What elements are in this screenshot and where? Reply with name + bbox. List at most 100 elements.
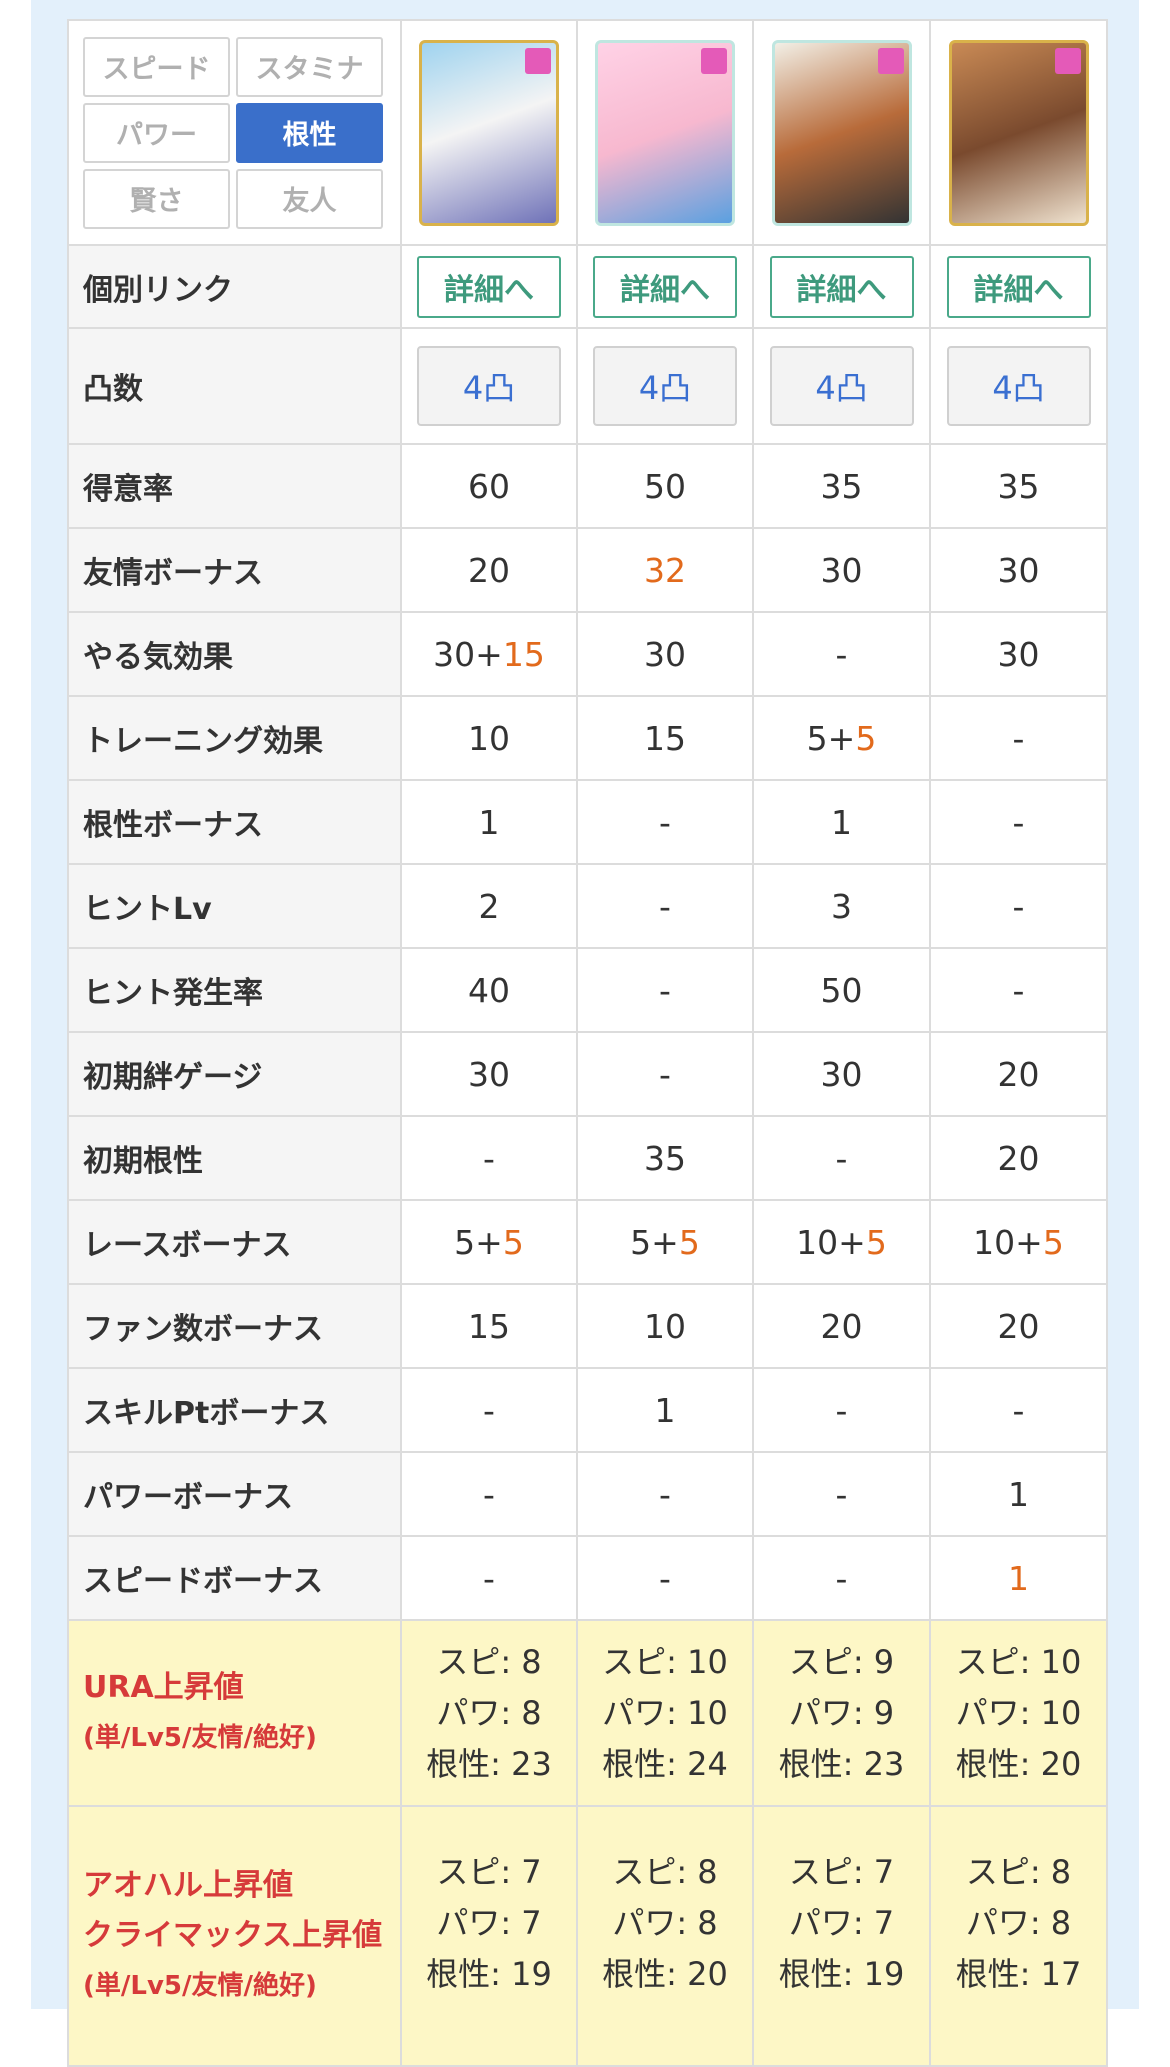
fire-icon (701, 47, 727, 74)
row-label: 友情ボーナス (67, 527, 402, 613)
value-cell: 35 (576, 1115, 754, 1201)
value-cell: 35 (752, 443, 931, 529)
card-image[interactable] (771, 39, 912, 226)
link-cell: 詳細へ (400, 244, 578, 329)
value-cell: - (929, 1367, 1108, 1453)
growth-line: パワ: 8 (965, 1904, 1072, 1942)
filter-button[interactable]: 根性 (236, 102, 383, 163)
growth-line: スピ: 8 (965, 1853, 1072, 1891)
growth-line: スピ: 10 (955, 1642, 1082, 1681)
value-cell: 30 (400, 1031, 578, 1117)
detail-link[interactable]: 詳細へ (593, 255, 737, 318)
stat-row: レースボーナス 5+5 5+5 10+5 10+5 (67, 1199, 1108, 1285)
growth-row: URA上昇値 (単/Lv5/友情/絶好) スピ: 8 パワ: 8 根性: 23 スピ: 1… (67, 1619, 1108, 1807)
value-cell: 30 (576, 611, 754, 697)
row-label: 初期根性 (67, 1115, 402, 1201)
growth-line: パワ: 9 (788, 1693, 895, 1732)
stat-row: スキルPtボーナス -1- - (67, 1367, 1108, 1453)
link-cell: 詳細へ (752, 244, 931, 329)
value-cell: - (576, 1535, 754, 1621)
value-cell: 3 (752, 863, 931, 949)
value-cell: 30 (752, 527, 931, 613)
label-line: URA上昇値 (83, 1670, 244, 1705)
value-cell: 2 (400, 863, 578, 949)
value-cell: - (400, 1367, 578, 1453)
value-cell: 30+15 (400, 611, 578, 697)
growth-line: パワ: 7 (788, 1904, 895, 1942)
growth-cell: スピ: 10 パワ: 10 根性: 20 (929, 1619, 1108, 1807)
filter-button[interactable]: スタミナ (236, 36, 383, 97)
value-cell: 10+5 (752, 1199, 931, 1285)
link-cell: 詳細へ (576, 244, 754, 329)
filter-button[interactable]: 賢さ (83, 168, 230, 229)
limit-button[interactable]: 4凸 (946, 346, 1091, 426)
limit-button[interactable]: 4凸 (593, 346, 737, 426)
growth-line: 根性: 19 (426, 1955, 552, 1993)
value-accent: 15 (502, 634, 545, 674)
growth-cell: スピ: 7 パワ: 7 根性: 19 (752, 1805, 931, 2067)
detail-link[interactable]: 詳細へ (769, 255, 914, 318)
value-accent: 5 (502, 1222, 524, 1262)
stat-row: ファン数ボーナス 15 10 20 20 (67, 1283, 1108, 1369)
value-cell: 1 (576, 1367, 754, 1453)
link-row: 個別リンク 詳細へ 詳細へ 詳細へ 詳細へ (67, 244, 1108, 329)
detail-link[interactable]: 詳細へ (946, 255, 1091, 318)
stat-row: 得意率 60 50 35 35 (67, 443, 1108, 529)
filter-button[interactable]: スピード (83, 36, 230, 97)
value-cell: 20 (752, 1283, 931, 1369)
row-label: パワーボーナス (67, 1451, 402, 1537)
row-label: スキルPtボーナス (67, 1367, 402, 1453)
link-cell: 詳細へ (929, 244, 1108, 329)
growth-cell: スピ: 8 パワ: 8 根性: 20 (576, 1805, 754, 2067)
value-main: 10+ (973, 1222, 1043, 1262)
limit-cell: 4凸 (929, 327, 1108, 445)
limit-button[interactable]: 4凸 (769, 346, 914, 426)
value-cell: 10 (400, 695, 578, 781)
row-label: 初期絆ゲージ (67, 1031, 402, 1117)
value-cell: - (752, 1535, 931, 1621)
card-cell (752, 19, 931, 246)
row-label: 得意率 (67, 443, 402, 529)
label-line: クライマックス上昇値 (83, 1918, 383, 1953)
growth-line: 根性: 20 (955, 1744, 1082, 1783)
card-image[interactable] (595, 39, 735, 226)
fire-icon (1054, 47, 1081, 74)
value-cell: - (576, 947, 754, 1033)
row-label: スピードボーナス (67, 1535, 402, 1621)
value-cell: 10 (576, 1283, 754, 1369)
detail-link[interactable]: 詳細へ (417, 255, 561, 318)
value-accent: 32 (644, 550, 686, 590)
value-cell: 1 (400, 779, 578, 865)
card-image[interactable] (948, 39, 1089, 226)
support-card-table: スピード スタミナ パワー 根性 賢さ 友人 個別リンク 詳細へ 詳細へ 詳細へ 詳細へ 凸数 4凸 4凸… (67, 19, 1108, 2067)
stat-row: ヒント発生率 40-50- (67, 947, 1108, 1033)
filter-button[interactable]: パワー (83, 102, 230, 163)
value-cell: - (576, 779, 754, 865)
card-cell (576, 19, 754, 246)
value-cell: 30 (752, 1031, 931, 1117)
value-cell: - (576, 1451, 754, 1537)
card-image[interactable] (419, 39, 559, 226)
row-label: 個別リンク (67, 244, 402, 329)
stat-row: 友情ボーナス 20 32 30 30 (67, 527, 1108, 613)
stat-row: 根性ボーナス 1-1- (67, 779, 1108, 865)
growth-cell: スピ: 7 パワ: 7 根性: 19 (400, 1805, 578, 2067)
limit-row: 凸数 4凸 4凸 4凸 4凸 (67, 327, 1108, 445)
growth-cell: スピ: 8 パワ: 8 根性: 23 (400, 1619, 578, 1807)
value-cell: 30 (929, 611, 1108, 697)
growth-line: パワ: 10 (602, 1693, 728, 1732)
limit-cell: 4凸 (752, 327, 931, 445)
value-cell: 20 (929, 1031, 1108, 1117)
value-main: 5+ (630, 1222, 679, 1262)
value-accent: 5 (855, 718, 877, 758)
value-accent: 1 (1008, 1558, 1029, 1598)
value-cell: 20 (929, 1283, 1108, 1369)
growth-line: スピ: 8 (436, 1642, 542, 1681)
value-cell: - (752, 1451, 931, 1537)
value-cell: 15 (400, 1283, 578, 1369)
growth-line: 根性: 23 (778, 1744, 905, 1783)
limit-button[interactable]: 4凸 (417, 346, 561, 426)
value-cell: - (929, 695, 1108, 781)
value-cell: 10+5 (929, 1199, 1108, 1285)
filter-button[interactable]: 友人 (236, 168, 383, 229)
